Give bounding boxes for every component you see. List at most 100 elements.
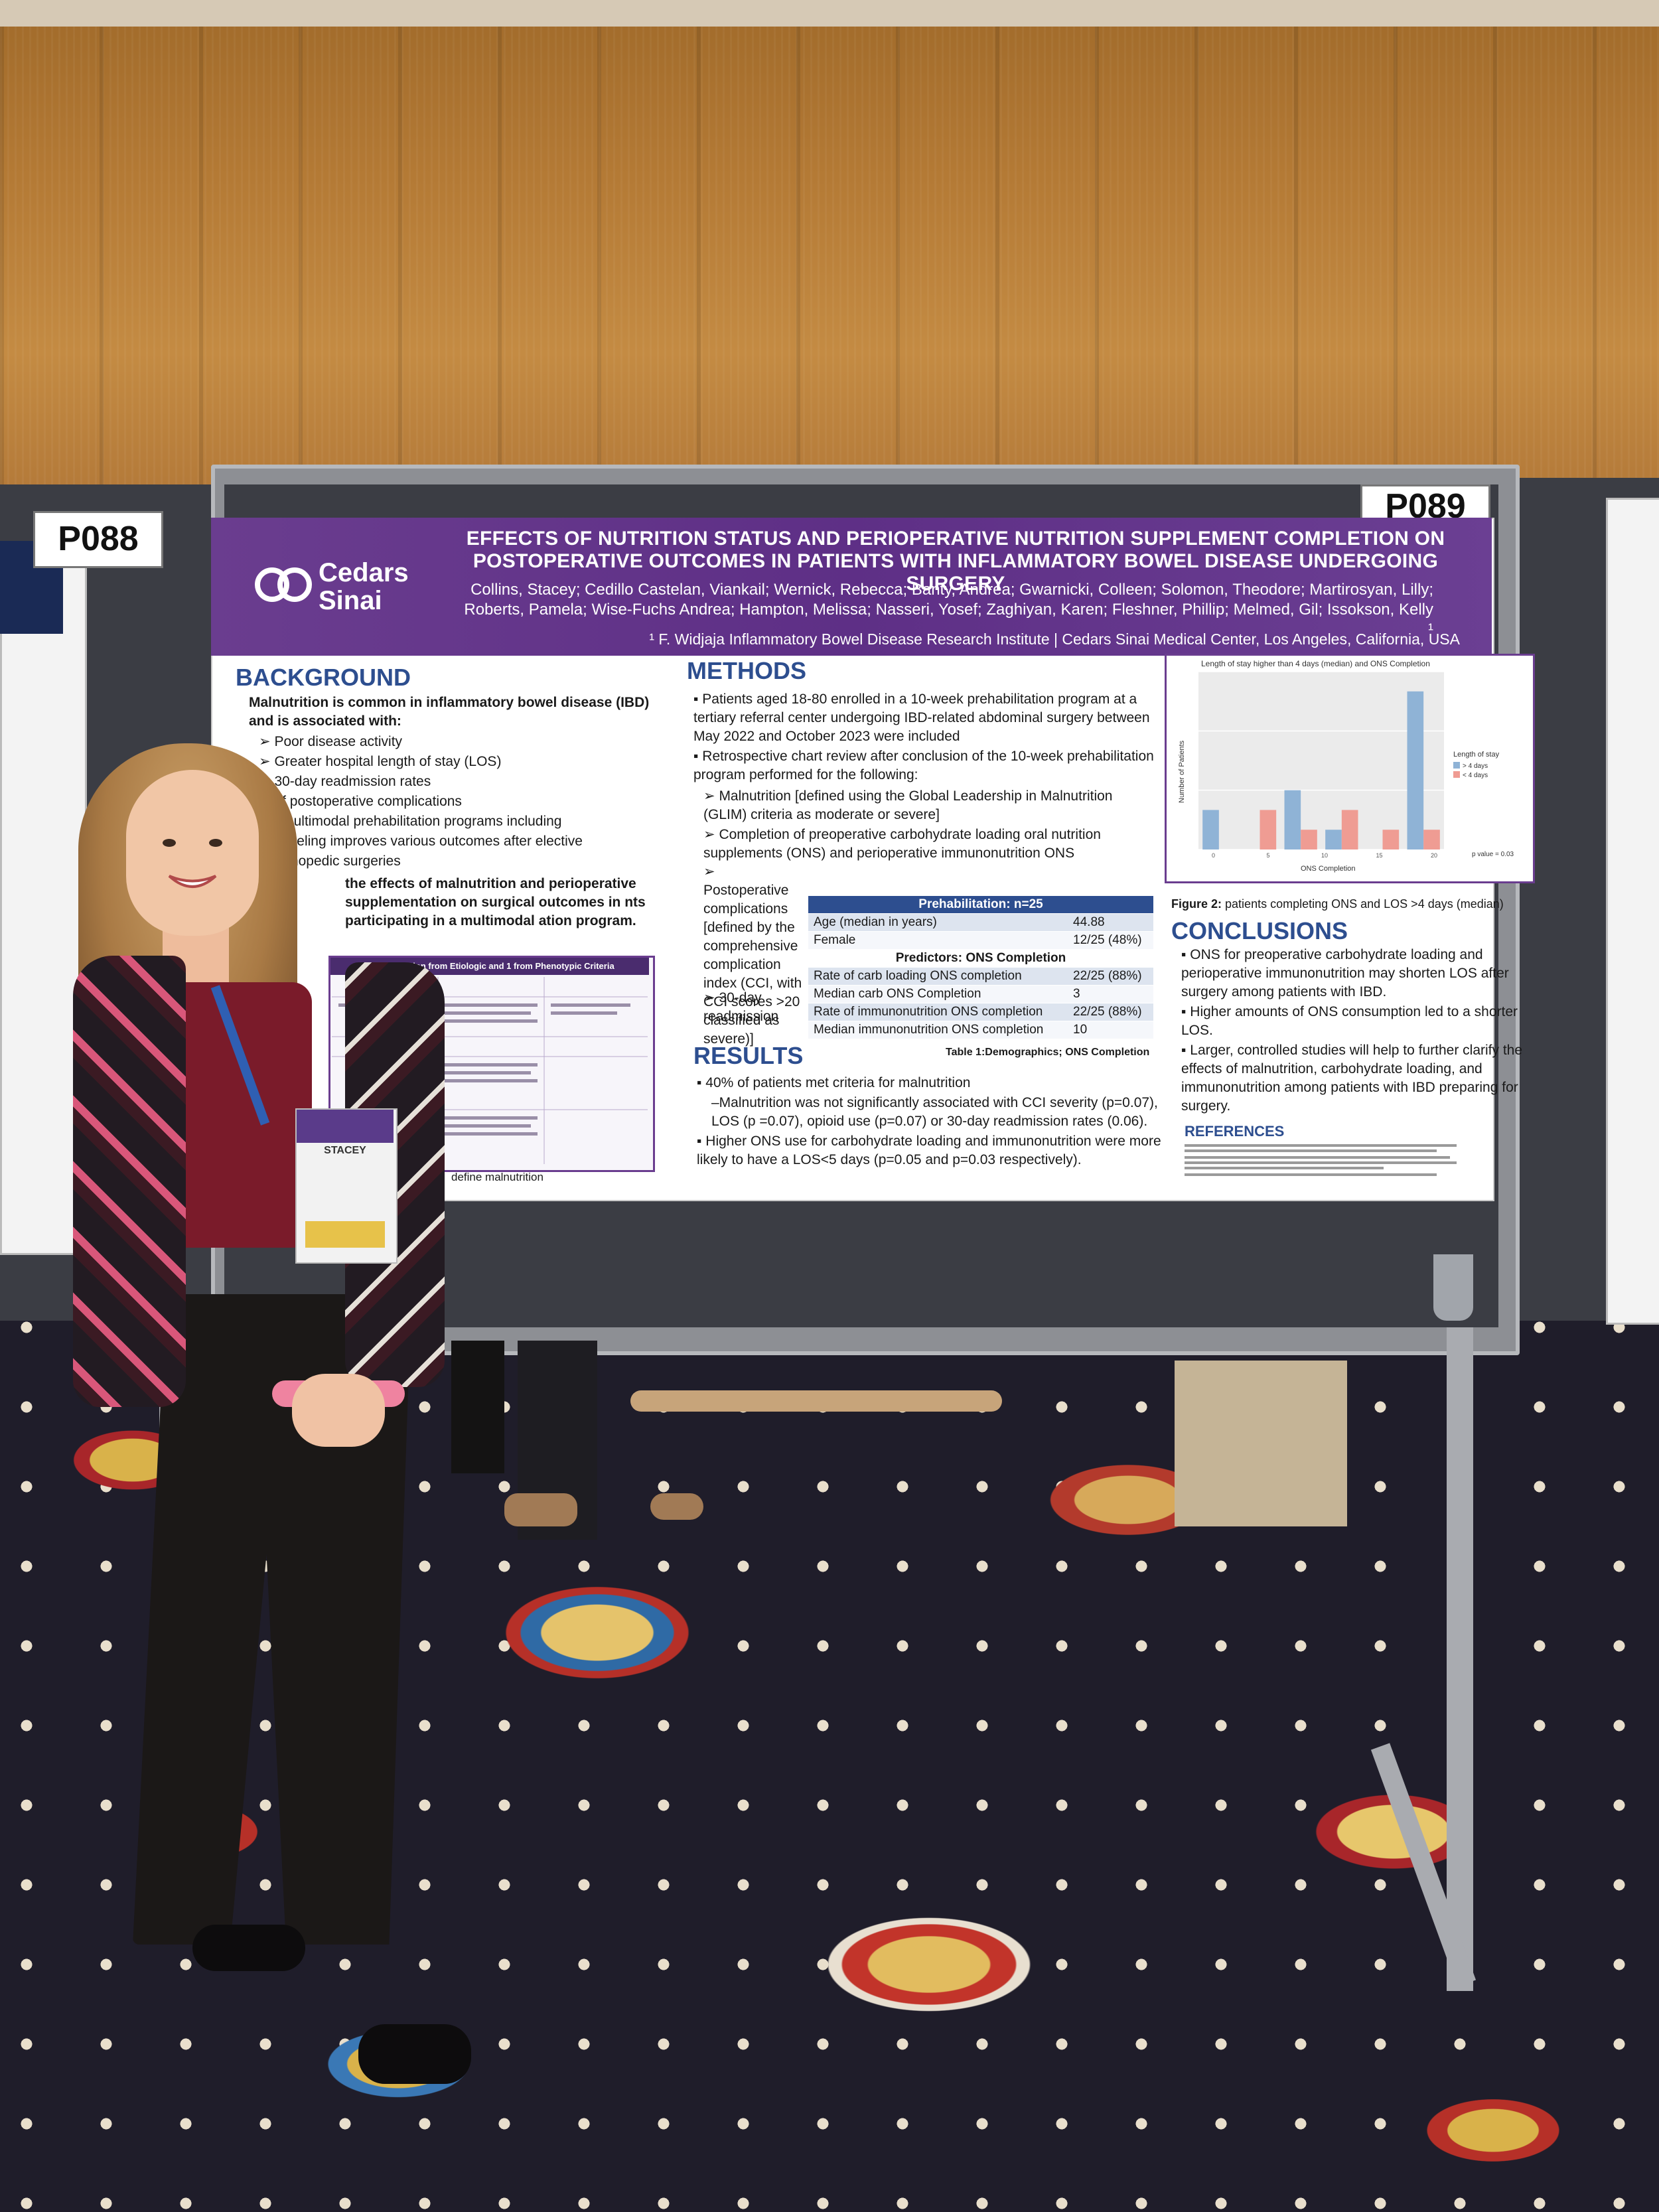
demographics-table: Prehabilitation: n=25 Age (median in yea… [808, 896, 1153, 1039]
chart-bars [1202, 691, 1440, 849]
results-heading: RESULTS [693, 1042, 804, 1069]
methods-subitem-complications: ➢ Postoperative complications [defined b… [703, 864, 802, 1047]
background-shoe [650, 1493, 703, 1520]
poster-affiliation: ¹ F. Widjaja Inflammatory Bowel Disease … [649, 630, 1460, 648]
name-badge-header [297, 1110, 394, 1143]
board-leg-right [1447, 1327, 1473, 1991]
table-row: Rate of immunonutrition ONS completion 22… [808, 1003, 1153, 1021]
poster-tube [630, 1390, 1002, 1412]
table-row: Rate of carb loading ONS completion 22/25… [808, 967, 1153, 986]
chart-x-tick-label: 20 [1431, 852, 1437, 859]
background-person-legs [451, 1341, 504, 1473]
chart-x-tick-label: 10 [1321, 852, 1328, 859]
figure-2-caption: Figure 2: patients completing ONS and LO… [1171, 895, 1504, 913]
chart-bar-los-under-4-days [1341, 810, 1358, 849]
chart-x-label: ONS Completion [1301, 865, 1356, 873]
presenter-face [126, 770, 259, 936]
chart-bar-los-under-4-days [1301, 830, 1317, 849]
list-item: ➢ Poor disease activity [259, 734, 403, 749]
list-item: ▪ Retrospective chart review after concl… [693, 749, 1154, 782]
background-bullets: ➢ Poor disease activity ➢ Greater hospit… [259, 733, 670, 872]
legend-swatch-over-4 [1453, 762, 1460, 769]
list-item: –Malnutrition was not significantly asso… [711, 1095, 1158, 1129]
background-aim: the effects of malnutrition and perioper… [345, 876, 646, 928]
legend-label-over-4: > 4 days [1463, 763, 1488, 770]
table-cell: 12/25 (48%) [1068, 931, 1153, 950]
table-cell: 22/25 (88%) [1068, 1003, 1153, 1021]
name-badge-ribbon [305, 1221, 385, 1248]
table-row: Median carb ONS Completion 3 [808, 985, 1153, 1003]
table-cell: Rate of immunonutrition ONS completion [808, 1003, 1068, 1021]
logo-line-1: Cedars [319, 558, 409, 587]
figure-2-caption-label: Figure 2: [1171, 897, 1222, 911]
list-item: ➢ of postoperative complications [259, 794, 462, 809]
table-subheader: Predictors: ONS Completion [808, 949, 1153, 968]
table-cell: 10 [1068, 1021, 1153, 1039]
list-item: ➢ Malnutrition [defined using the Global… [703, 788, 1113, 822]
presenter-smile-icon [163, 839, 222, 888]
background-heading: BACKGROUND [236, 664, 411, 691]
presenter-hands [292, 1374, 385, 1447]
list-item: ➢ Greater hospital length of stay (LOS) [259, 754, 502, 769]
los-ons-bar-chart: Length of stay higher than 4 days (media… [1178, 659, 1514, 873]
chart-x-tick-label: 15 [1376, 852, 1383, 859]
presenter-shoe-right [358, 2024, 471, 2084]
chart-x-tick-label: 5 [1267, 852, 1270, 859]
table-cell: Age (median in years) [808, 913, 1068, 932]
logo-wordmark: Cedars Sinai [319, 559, 409, 615]
background-person-legs [1175, 1361, 1347, 1526]
poster-title: EFFECTS OF NUTRITION STATUS AND PERIOPER… [466, 528, 1445, 595]
chart-gridlines [1198, 671, 1444, 850]
presenter-shoe-left [192, 1925, 305, 1971]
list-item: ▪ Higher ONS use for carbohydrate loadin… [697, 1134, 1161, 1167]
methods-subitem-readmission: ➢ 30-day readmission [703, 990, 779, 1024]
chart-p-value: p value = 0.03 [1472, 851, 1514, 858]
table-cell: Female [808, 931, 1068, 950]
table-cell: Median immunonutrition ONS completion [808, 1021, 1068, 1039]
methods-sublist: ➢ Malnutrition [defined using the Global… [703, 787, 1155, 864]
chart-y-label: Number of Patients [1178, 740, 1186, 803]
chart-plot-area [1198, 672, 1444, 849]
wine-glass [1433, 1254, 1473, 1321]
references-heading: REFERENCES [1185, 1123, 1285, 1140]
chart-title: Length of stay higher than 4 days (media… [1201, 659, 1430, 668]
chart-bar-los-over-4-days [1202, 810, 1219, 849]
list-item: ➢ unseling improves various outcomes aft… [259, 834, 583, 849]
poster-header [211, 518, 1492, 656]
list-item: ▪ Larger, controlled studies will help t… [1181, 1043, 1523, 1114]
table-cell: 22/25 (88%) [1068, 967, 1153, 986]
logo-line-2: Sinai [319, 586, 382, 615]
chart-bar-los-over-4-days [1407, 691, 1424, 849]
table-cell: 3 [1068, 985, 1153, 1003]
background-shoe [504, 1493, 577, 1526]
methods-list: ▪ Patients aged 18-80 enrolled in a 10-w… [693, 690, 1158, 786]
board-number-label-left: P088 [33, 511, 163, 568]
chart-legend-title: Length of stay [1453, 751, 1500, 759]
right-neighbor-poster [1606, 498, 1659, 1325]
chart-x-tick-label: 0 [1212, 852, 1215, 859]
cedars-sinai-logo-icon [255, 567, 312, 602]
table-row: Female 12/25 (48%) [808, 931, 1153, 950]
legend-swatch-under-4 [1453, 771, 1460, 778]
wood-wall [0, 0, 1659, 504]
list-item: ▪ 40% of patients met criteria for malnu… [697, 1075, 971, 1090]
chart-x-ticks: 0 5 10 15 20 [1212, 852, 1437, 859]
presenter-cardigan-left [73, 956, 186, 1407]
list-item: ▪ Higher amounts of ONS consumption led … [1181, 1004, 1518, 1038]
list-item: ▪ Patients aged 18-80 enrolled in a 10-w… [693, 692, 1150, 744]
background-lead: Malnutrition is common in inflammatory b… [249, 695, 650, 729]
table-cell: Rate of carb loading ONS completion [808, 967, 1068, 986]
chart-bar-los-under-4-days [1382, 830, 1400, 849]
list-item: ➢ , multimodal prehabilitation programs … [259, 814, 562, 829]
name-badge-name: STACEY [324, 1145, 366, 1156]
table-cell: Median carb ONS Completion [808, 985, 1068, 1003]
list-item: ▪ ONS for preoperative carbohydrate load… [1181, 947, 1509, 999]
legend-label-under-4: < 4 days [1463, 772, 1488, 779]
list-item: ➢ Completion of preoperative carbohydrat… [703, 827, 1101, 861]
table-header: Prehabilitation: n=25 [808, 896, 1153, 914]
table-header-row: Prehabilitation: n=25 [808, 896, 1153, 914]
ceiling [0, 0, 1659, 27]
poster-authors: Collins, Stacey; Cedillo Castelan, Viank… [464, 581, 1433, 638]
figure-2-caption-text: patients completing ONS and LOS >4 days … [1225, 897, 1504, 911]
chart-bar-los-over-4-days [1284, 790, 1301, 849]
